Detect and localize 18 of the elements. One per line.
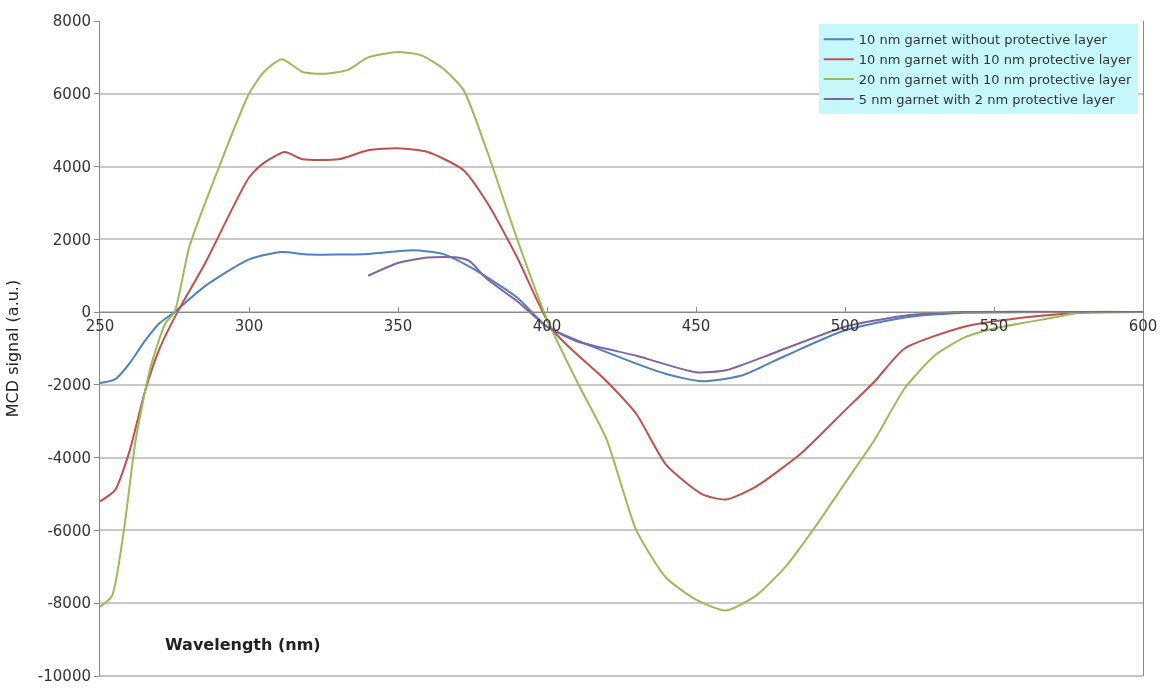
y-tick-label: -6000 — [47, 521, 91, 540]
y-tick-label: 8000 — [52, 12, 91, 31]
legend-label: 10 nm garnet with 10 nm protective layer — [858, 52, 1133, 68]
legend-label: 20 nm garnet with 10 nm protective layer — [858, 72, 1133, 88]
y-tick-label: -8000 — [47, 594, 91, 613]
x-axis-title: Wavelength (nm) — [165, 635, 321, 654]
y-axis-title: MCD signal (a.u.) — [2, 279, 22, 418]
y-tick-label: -2000 — [47, 376, 91, 395]
y-tick-label: 6000 — [52, 85, 91, 104]
y-tick-label: -4000 — [47, 448, 91, 467]
y-tick-label: -10000 — [37, 667, 91, 686]
x-tick-label: 300 — [234, 317, 264, 336]
legend-label: 5 nm garnet with 2 nm protective layer — [858, 92, 1116, 107]
x-tick-label: 450 — [681, 317, 711, 336]
y-tick-label: 4000 — [52, 157, 91, 176]
x-tick-label: 350 — [383, 317, 413, 336]
y-tick-label: 2000 — [52, 230, 91, 249]
legend-label: 10 nm garnet without protective layer — [858, 32, 1108, 48]
